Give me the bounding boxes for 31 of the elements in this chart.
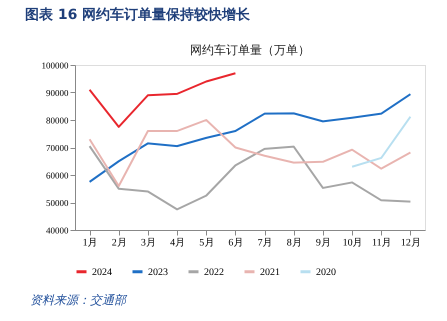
y-tick-label: 40000 [46,226,69,236]
x-tick-label: 9月 [316,238,331,248]
line-series [88,145,412,210]
x-tick-label: 7月 [258,238,273,248]
x-tick-label: 6月 [228,238,244,248]
x-tick-label: 2月 [112,238,127,248]
x-tick-label: 10月 [342,238,363,248]
chart-subtitle: 网约车订单量（万单） [190,43,310,57]
x-tick-label: 12月 [400,238,421,248]
legend-label: 2023 [148,266,168,278]
x-tick-label: 1月 [82,238,98,248]
x-tick-label: 4月 [170,238,186,248]
line-series [88,72,236,128]
x-tick-label: 3月 [140,238,156,248]
line-series [88,93,412,183]
x-tick-label: 8月 [286,238,302,248]
line-series [88,119,412,187]
y-tick-label: 60000 [46,170,69,180]
y-tick-label: 80000 [46,116,69,126]
x-tick-label: 5月 [199,238,214,248]
y-tick-label: 50000 [46,198,69,208]
chart-title: 图表 16 网约车订单量保持较快增长 [25,6,252,23]
x-tick-label: 11月 [372,238,392,248]
y-tick-label: 100000 [42,60,69,70]
y-tick-label: 70000 [46,143,69,153]
legend-label: 2021 [260,266,280,278]
y-tick-label: 90000 [46,88,69,98]
legend-label: 2024 [92,266,112,278]
legend-label: 2020 [316,266,336,278]
text: 资料来源：交通部 [30,293,128,307]
legend-label: 2022 [204,266,224,278]
